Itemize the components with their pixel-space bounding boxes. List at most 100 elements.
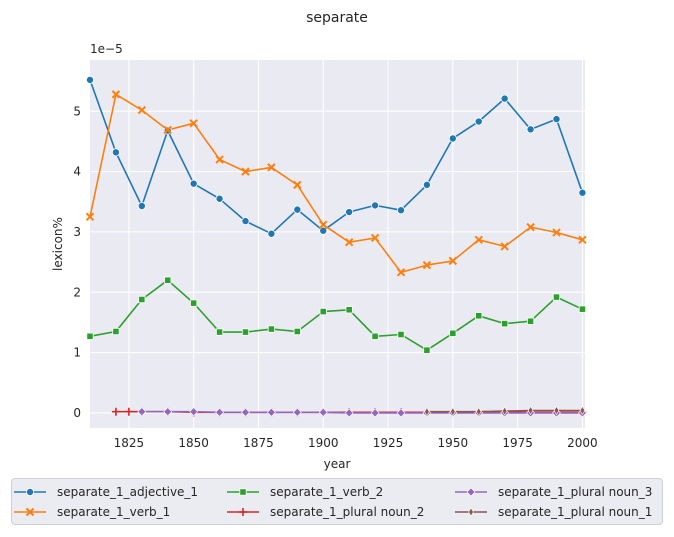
x-axis-label: year — [324, 457, 351, 471]
data-point — [164, 276, 172, 284]
data-point — [474, 235, 483, 244]
legend-swatch-marker — [25, 507, 35, 517]
data-point — [370, 408, 380, 418]
data-point — [578, 235, 587, 244]
legend-label: separate_1_verb_2 — [270, 485, 384, 499]
data-point — [189, 407, 199, 417]
data-point — [371, 332, 379, 340]
x-tick-label: 1950 — [438, 436, 469, 450]
legend-label: separate_1_verb_1 — [57, 505, 171, 519]
data-point — [267, 163, 276, 172]
data-point — [500, 242, 509, 251]
data-point — [422, 180, 431, 189]
data-point — [526, 317, 535, 325]
legend-item: separate_1_verb_2 — [225, 482, 383, 502]
data-point — [124, 407, 133, 416]
data-point — [189, 119, 198, 128]
data-point — [526, 125, 535, 134]
data-point — [215, 155, 224, 164]
data-point — [423, 346, 431, 354]
data-point — [449, 329, 457, 337]
data-point — [86, 332, 94, 340]
data-point — [422, 260, 432, 270]
data-point — [397, 330, 405, 339]
data-point — [344, 237, 354, 247]
y-tick-label: 4 — [73, 165, 81, 179]
data-point — [138, 295, 146, 304]
data-point — [292, 407, 302, 417]
legend-swatch-square-icon — [227, 488, 259, 496]
legend-swatch-diamond-icon — [455, 487, 487, 497]
data-point — [527, 405, 534, 416]
data-point — [318, 407, 328, 417]
legend-swatch-marker — [468, 507, 474, 517]
data-point — [396, 206, 405, 215]
data-point — [190, 299, 198, 307]
y-tick-label: 3 — [73, 225, 81, 239]
data-point — [553, 405, 560, 416]
series-markers — [85, 75, 587, 418]
data-point — [319, 307, 327, 316]
y-axis-label: lexicon% — [51, 217, 65, 271]
legend-item: separate_1_plural noun_3 — [453, 482, 652, 502]
grid — [90, 60, 585, 428]
data-point — [448, 134, 457, 143]
legend-swatch-circle-icon — [14, 488, 46, 496]
data-point — [267, 229, 276, 238]
data-point — [267, 325, 276, 333]
x-tick-label: 1900 — [308, 436, 339, 450]
data-point — [241, 167, 250, 176]
series-points-1 — [85, 90, 587, 277]
data-point — [475, 407, 482, 417]
legend-swatch-marker — [466, 487, 476, 497]
legend: separate_1_adjective_1 separate_1_verb_1… — [11, 478, 663, 525]
legend-swatch-x-icon — [14, 507, 46, 517]
data-point — [370, 233, 380, 243]
data-point — [85, 212, 95, 222]
legend-item: separate_1_plural noun_1 — [453, 502, 652, 522]
x-tick-label: 1850 — [178, 436, 209, 450]
data-point — [424, 407, 430, 417]
data-point — [552, 293, 561, 301]
x-tick-label: 1875 — [243, 436, 274, 450]
plot-area — [90, 60, 585, 428]
data-point — [396, 268, 406, 277]
legend-swatch-thin-diamond-icon — [455, 507, 487, 517]
data-point — [293, 180, 302, 190]
data-point — [319, 220, 328, 229]
legend-swatch-marker — [239, 488, 247, 496]
data-point — [293, 327, 301, 336]
data-point — [319, 226, 328, 235]
data-point — [215, 328, 224, 336]
data-point — [552, 228, 561, 237]
series-line-1 — [89, 93, 583, 274]
legend-swatch-marker — [25, 488, 34, 496]
series-line-0 — [89, 79, 584, 235]
data-point — [396, 408, 406, 418]
data-point — [526, 222, 535, 232]
data-point — [111, 90, 121, 99]
data-point — [163, 407, 173, 417]
data-point — [163, 125, 172, 135]
data-point — [137, 105, 147, 115]
legend-item: separate_1_plural noun_2 — [225, 502, 424, 522]
y-tick-label: 5 — [73, 104, 81, 118]
data-point — [137, 201, 146, 210]
legend-item: separate_1_adjective_1 — [12, 482, 198, 502]
legend-item: separate_1_verb_1 — [12, 502, 170, 522]
legend-label: separate_1_plural noun_3 — [498, 485, 653, 499]
data-point — [578, 188, 587, 197]
x-tick-label: 2000 — [567, 436, 598, 450]
data-point — [112, 327, 120, 336]
data-point — [189, 179, 198, 188]
data-point — [474, 117, 483, 126]
data-point — [86, 75, 95, 84]
x-tick-label: 1925 — [373, 436, 404, 450]
data-point — [579, 405, 586, 416]
data-point — [266, 407, 276, 417]
x-tick-labels: 1825 1850 1875 1900 1925 1950 1975 2000 — [114, 436, 598, 450]
data-point — [448, 256, 458, 266]
data-point — [241, 407, 250, 417]
data-point — [578, 305, 587, 313]
data-point — [241, 328, 250, 336]
